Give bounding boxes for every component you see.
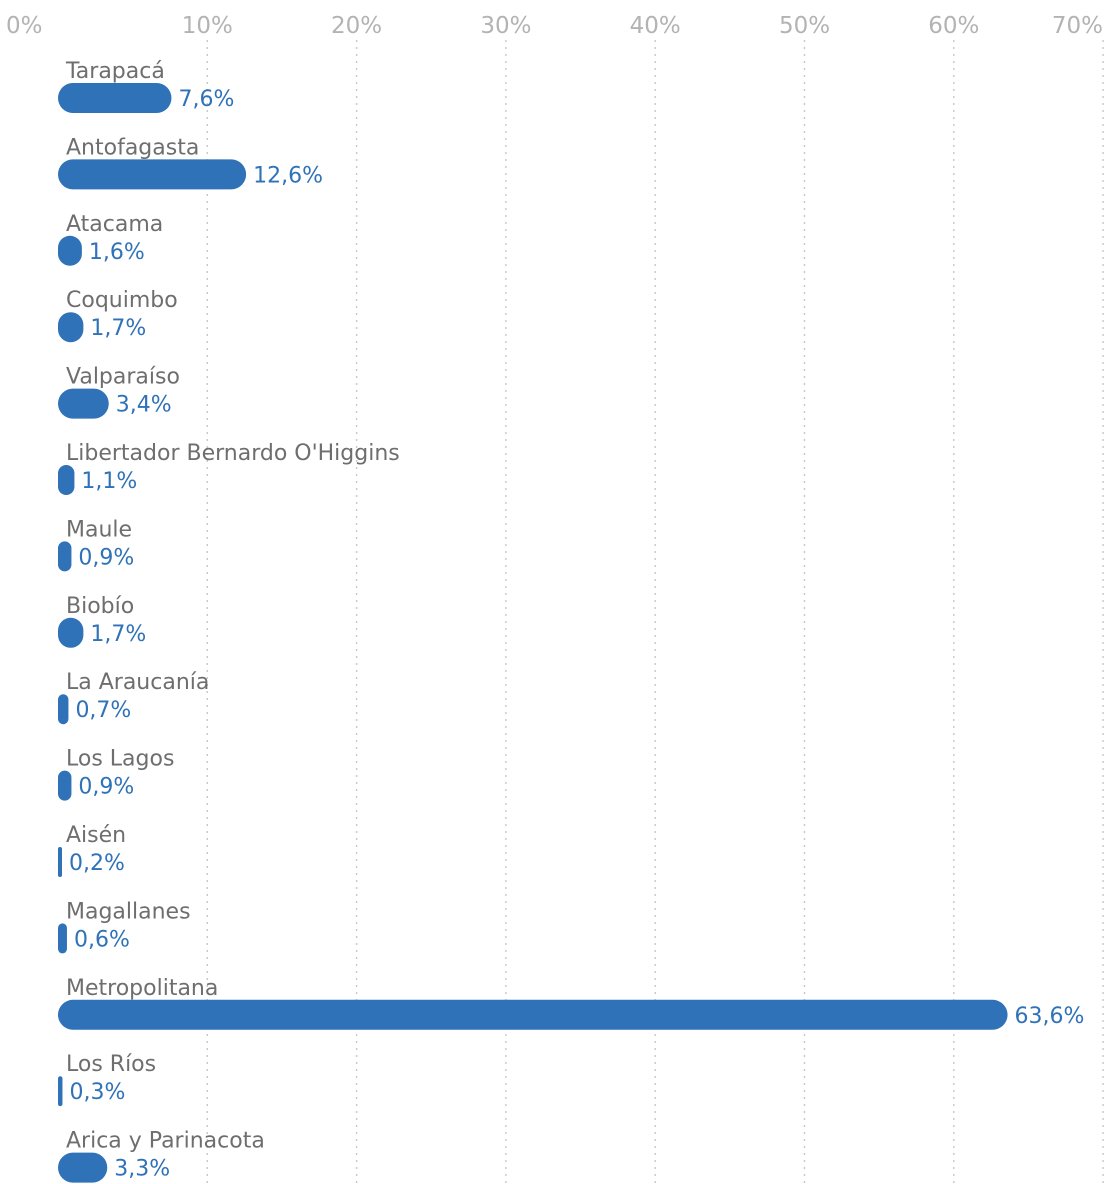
category-label: Tarapacá xyxy=(65,59,165,84)
category-label: Coquimbo xyxy=(66,288,178,313)
category-label: Atacama xyxy=(66,212,163,237)
category-label: Libertador Bernardo O'Higgins xyxy=(66,441,400,466)
value-label: 0,3% xyxy=(69,1080,125,1105)
x-tick-label: 70% xyxy=(1052,13,1103,39)
value-label: 0,7% xyxy=(75,698,131,723)
value-label: 1,7% xyxy=(90,316,146,341)
value-label: 3,4% xyxy=(116,393,172,418)
bar xyxy=(58,847,62,877)
category-label: La Araucanía xyxy=(66,670,209,695)
bar xyxy=(58,617,84,648)
bar xyxy=(58,694,69,725)
value-label: 12,6% xyxy=(253,163,323,188)
value-label: 0,6% xyxy=(74,927,130,952)
bar xyxy=(58,159,247,190)
x-tick-label: 30% xyxy=(480,13,531,39)
bar xyxy=(58,999,1008,1030)
bar xyxy=(58,1152,108,1183)
category-label: Los Ríos xyxy=(66,1052,156,1077)
bar xyxy=(58,923,67,954)
bar-rows: Tarapacá 7,6% Antofagasta 12,6% Atacama 1,6% C… xyxy=(58,59,1084,1183)
bar xyxy=(58,388,109,419)
category-label: Valparaíso xyxy=(66,365,180,390)
value-label: 63,6% xyxy=(1015,1004,1085,1029)
x-tick-label: 40% xyxy=(630,13,681,39)
x-tick-label: 20% xyxy=(331,13,382,39)
bar xyxy=(58,541,72,572)
grid-lines xyxy=(206,40,1104,1184)
value-label: 1,6% xyxy=(89,240,145,265)
value-label: 1,1% xyxy=(81,469,137,494)
x-tick-label: 10% xyxy=(182,13,233,39)
category-label: Biobío xyxy=(66,594,134,619)
value-label: 0,2% xyxy=(69,851,125,876)
x-axis-ticks: 0% 10% 20% 30% 40% 50% 60% 70% xyxy=(6,13,1103,39)
bar xyxy=(58,770,72,801)
x-tick-label: 50% xyxy=(779,13,830,39)
bar xyxy=(58,83,172,113)
value-label: 0,9% xyxy=(78,775,134,800)
bar xyxy=(58,312,84,343)
value-label: 7,6% xyxy=(178,87,234,112)
category-label: Antofagasta xyxy=(66,135,199,160)
bar xyxy=(58,1076,63,1107)
category-label: Metropolitana xyxy=(66,976,218,1001)
value-label: 0,9% xyxy=(78,545,134,570)
x-tick-label: 0% xyxy=(6,13,43,39)
category-label: Arica y Parinacota xyxy=(66,1129,265,1154)
category-label: Maule xyxy=(66,517,132,542)
x-tick-label: 60% xyxy=(928,13,979,39)
value-label: 1,7% xyxy=(90,622,146,647)
category-label: Los Lagos xyxy=(66,747,174,772)
category-label: Aisén xyxy=(66,823,126,848)
bar xyxy=(58,235,82,266)
value-label: 3,3% xyxy=(114,1157,170,1182)
bar xyxy=(58,465,75,495)
category-label: Magallanes xyxy=(66,899,191,924)
